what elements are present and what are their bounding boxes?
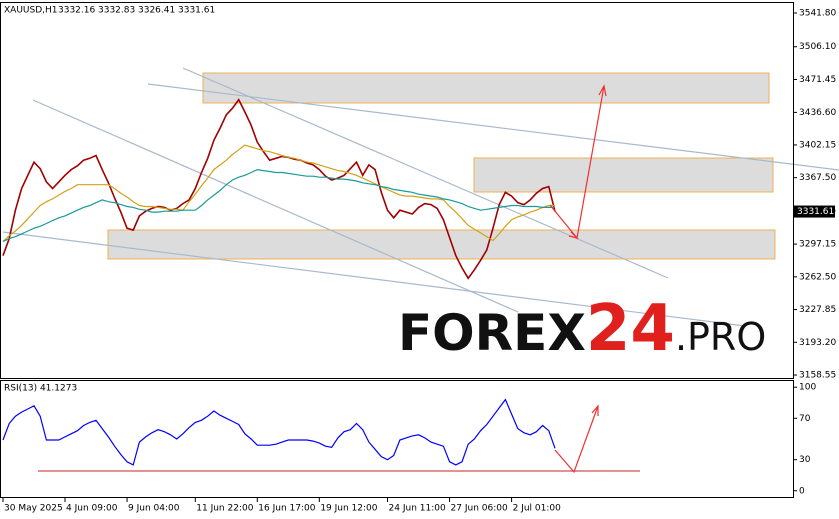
- y-tick-label: 3402.15: [799, 140, 836, 150]
- series-line: [2, 144, 555, 242]
- current-price-box: [793, 205, 835, 218]
- arrow-head: [598, 84, 607, 97]
- rsi-forecast-arrow: [554, 405, 599, 474]
- y-tick-label: 3506.10: [799, 42, 836, 52]
- x-tick-label: 16 Jun 17:00: [258, 504, 315, 514]
- support-zone: [107, 229, 776, 260]
- series-line: [2, 168, 555, 242]
- y-tick-label: 3471.45: [799, 75, 836, 85]
- x-tick-label: 4 Jun 09:00: [66, 504, 118, 514]
- y-tick-label: 3193.20: [799, 338, 836, 348]
- y-tick-label: 3158.55: [799, 371, 836, 381]
- y-tick-label: 3367.50: [799, 173, 836, 183]
- ohlc-high: 3332.83: [98, 6, 135, 16]
- y-tick-label: 3541.80: [799, 9, 836, 19]
- y-tick-label: 3227.85: [799, 305, 836, 315]
- x-tick-label: 11 Jun 22:00: [196, 504, 253, 514]
- y-tick-label: 3436.60: [799, 108, 836, 118]
- ohlc-low: 3326.41: [138, 6, 175, 16]
- y-tick-label: 3297.15: [799, 240, 836, 250]
- resistance-zone: [202, 72, 770, 104]
- x-tick-label: 30 May 2025: [4, 504, 63, 514]
- y-tick-label: 70: [799, 414, 811, 424]
- x-tick-label: 9 Jun 04:00: [128, 504, 180, 514]
- watermark-brand: FOREX: [398, 304, 586, 362]
- trend-line: [182, 67, 669, 279]
- trend-line: [2, 231, 746, 327]
- x-tick-label: 19 Jun 12:00: [320, 504, 377, 514]
- y-tick-label: 0: [799, 486, 805, 496]
- watermark-domain: .PRO: [675, 315, 766, 359]
- series-line: [2, 98, 556, 280]
- ohlc-open: 3332.16: [58, 6, 95, 16]
- x-tick-label: 24 Jun 11:00: [389, 504, 446, 514]
- price-frame: [0, 2, 794, 379]
- y-tick-label: 3262.50: [799, 272, 836, 282]
- middle-zone: [473, 157, 774, 193]
- trend-line: [32, 99, 519, 313]
- price-plot: [2, 98, 556, 466]
- arrow-head: [591, 404, 599, 416]
- series-line: [2, 398, 556, 466]
- y-tick-label: 100: [799, 383, 816, 393]
- watermark: FOREX24.PRO: [398, 292, 766, 366]
- rsi-frame: [0, 380, 794, 498]
- y-tick-label: 30: [799, 455, 811, 465]
- watermark-number: 24: [586, 292, 675, 366]
- rsi-title: RSI(13) 41.1273: [4, 384, 77, 394]
- trend-line: [147, 83, 839, 171]
- current-price-label: 3331.61: [797, 207, 834, 217]
- x-tick-label: 2 Jul 01:00: [513, 504, 562, 514]
- x-tick-label: 27 Jun 06:00: [451, 504, 508, 514]
- arrow-head: [568, 231, 579, 240]
- ohlc-close: 3331.61: [178, 6, 215, 16]
- symbol-label: XAUUSD,H1: [4, 6, 58, 16]
